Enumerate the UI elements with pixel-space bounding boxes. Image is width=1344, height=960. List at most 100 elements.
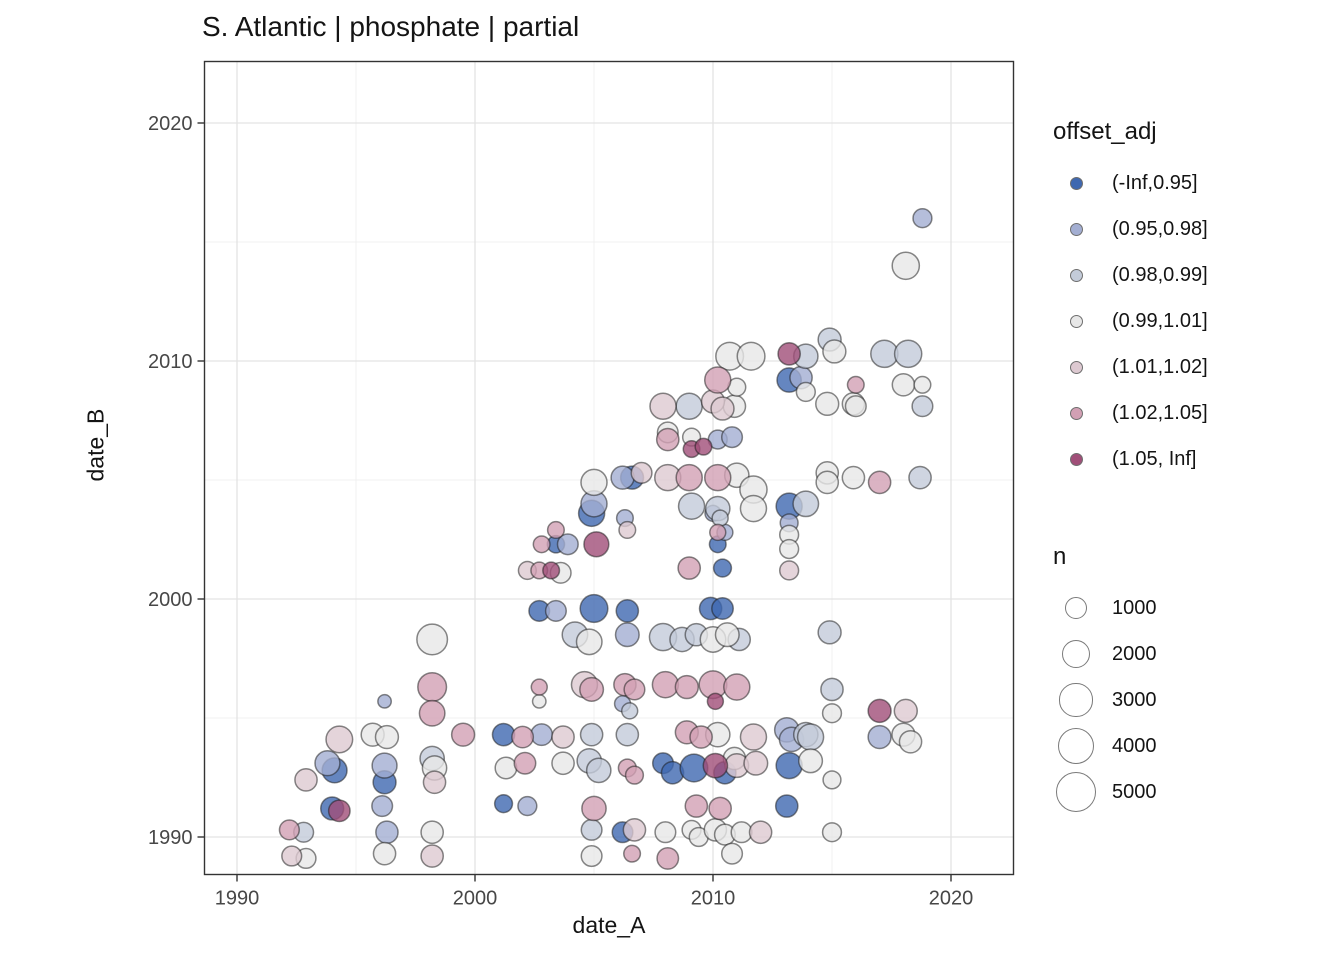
data-point-bin3 [620,702,639,720]
data-point-bin4 [416,623,449,656]
size-legend-item: 5000 [1053,769,1338,815]
color-legend-label: (0.95,0.98] [1112,217,1208,240]
legend-color-dot-icon [1069,360,1083,374]
data-point-bin1 [491,722,516,747]
data-point-bin7 [867,698,892,724]
data-point-bin4 [575,628,603,656]
data-point-bin7 [694,437,713,456]
data-point-bin4 [580,468,608,497]
color-legend: offset_adj (-Inf,0.95] (0.95,0.98] (0.98,0… [1053,118,1338,482]
data-point-bin1 [615,599,640,623]
data-point-bin2 [371,794,394,818]
data-point-bin5 [325,725,354,754]
data-point-bin6 [677,556,702,580]
data-point-bin6 [450,722,476,747]
data-point-bin3 [796,723,825,751]
data-point-bin6 [623,678,646,701]
data-point-bin6 [684,794,709,818]
data-point-bin4 [551,751,575,776]
data-point-bin4 [891,251,921,281]
data-point-bin6 [532,535,551,554]
data-point-bin4 [844,395,867,418]
data-point-bin6 [623,844,642,863]
data-point-bin2 [377,693,393,709]
legend-size-circle-icon [1055,771,1097,813]
data-point-bin6 [418,699,446,727]
data-point-bin5 [630,461,653,484]
color-legend-label: (1.01,1.02] [1112,355,1208,378]
data-point-bin6 [278,819,300,841]
data-point-bin5 [420,844,445,868]
legend-color-dot-icon [1069,222,1083,236]
data-point-bin5 [778,560,800,581]
data-point-bin1 [775,751,803,780]
color-legend-item: (0.99,1.01] [1053,298,1338,344]
x-tick-label: 2000 [453,888,498,910]
legend-color-dot-icon [1069,314,1083,328]
data-point-bin3 [893,339,923,369]
size-legend-item: 3000 [1053,677,1338,723]
y-axis-title: date_B [82,408,109,482]
x-tick-label: 1990 [215,888,260,910]
data-point-bin1 [712,558,733,578]
data-point-bin4 [891,372,916,397]
data-point-bin6 [709,523,727,542]
data-point-bin7 [702,752,729,779]
legend-color-dot-icon [1069,176,1083,190]
x-tick-label: 2020 [929,888,974,910]
data-point-bin4 [815,470,840,495]
legend-color-dot-icon [1069,452,1083,466]
size-legend-title: n [1053,543,1067,570]
data-point-bin5 [622,818,647,842]
data-point-bin2 [314,750,341,777]
x-tick-label: 2010 [691,888,736,910]
data-point-bin5 [748,820,773,845]
size-legend-item: 4000 [1053,723,1338,769]
data-point-bin5 [422,770,447,795]
data-point-bin5 [743,750,769,776]
data-point-bin6 [651,670,680,699]
size-legend-label: 3000 [1112,688,1157,711]
y-tick-label: 2010 [148,351,193,373]
data-point-bin6 [655,427,680,452]
data-point-bin6 [723,673,751,701]
size-legend-label: 5000 [1112,780,1157,803]
data-point-bin6 [703,463,732,492]
data-point-bin5 [294,768,318,792]
data-point-bin3 [579,722,604,747]
color-legend-label: (0.99,1.01] [1112,309,1208,332]
data-point-bin2 [530,723,554,747]
data-point-bin4 [420,820,445,845]
chart-title: S. Atlantic | phosphate | partial [202,11,580,42]
data-point-bin5 [739,723,768,751]
data-point-bin4 [795,381,816,403]
data-point-bin4 [841,465,866,490]
data-point-bin4 [822,770,842,790]
data-point-bin4 [736,341,766,371]
data-point-bin4 [654,821,677,844]
data-point-bin6 [675,463,703,492]
data-point-bin2 [614,622,640,648]
data-point-bin3 [817,620,842,645]
data-point-bin4 [898,729,923,754]
size-legend-item: 2000 [1053,631,1338,677]
data-point-bin3 [580,818,603,841]
data-point-bin6 [511,725,535,749]
data-point-bin1 [579,593,609,624]
data-point-bin4 [714,622,740,648]
data-point-bin2 [544,599,567,622]
legend-size-circle-icon [1064,596,1088,620]
color-legend-item: (1.02,1.05] [1053,390,1338,436]
data-point-bin2 [610,465,635,490]
color-legend-title: offset_adj [1053,118,1157,145]
data-point-bin4 [580,844,603,868]
data-point-bin3 [711,509,729,527]
data-point-bin7 [583,531,610,558]
size-legend-label: 4000 [1112,734,1157,757]
size-legend: n 1000 2000 3000 4000 5000 [1053,543,1338,815]
data-point-bin7 [327,799,351,823]
data-point-bin7 [706,692,725,711]
data-point-bin2 [371,752,398,779]
